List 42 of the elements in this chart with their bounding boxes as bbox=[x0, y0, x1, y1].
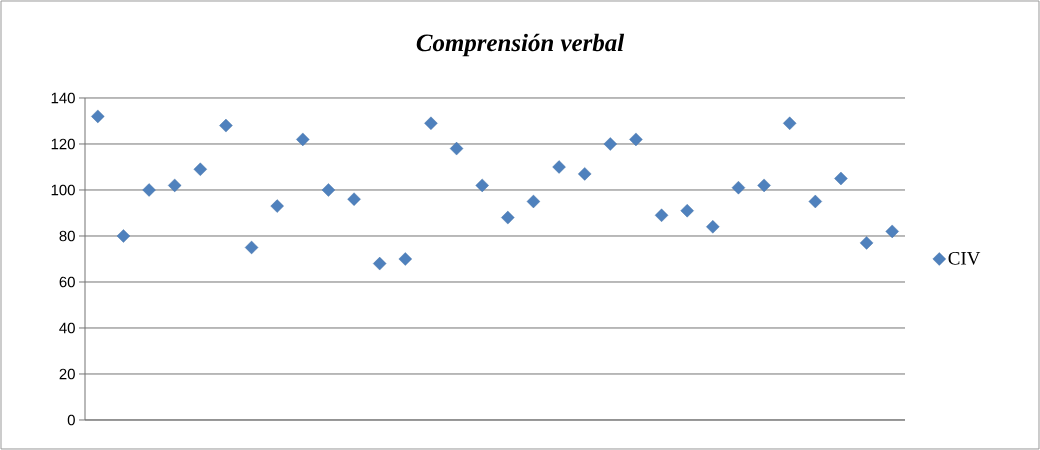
point bbox=[808, 194, 823, 209]
y-tick-label: 80 bbox=[59, 230, 75, 242]
point bbox=[244, 240, 259, 255]
y-tick-label: 0 bbox=[67, 414, 75, 426]
point bbox=[142, 183, 156, 197]
point bbox=[654, 208, 669, 222]
point bbox=[116, 229, 131, 243]
point bbox=[270, 199, 284, 213]
y-tick-label: 120 bbox=[51, 138, 75, 150]
point bbox=[859, 236, 874, 250]
y-tick-label: 60 bbox=[59, 276, 75, 288]
y-tick-label: 100 bbox=[51, 184, 75, 196]
y-tick-label: 20 bbox=[59, 368, 75, 380]
point bbox=[731, 180, 746, 195]
point bbox=[91, 109, 105, 124]
y-tick-label: 40 bbox=[59, 322, 75, 334]
point bbox=[167, 178, 182, 193]
point bbox=[347, 192, 361, 206]
point bbox=[219, 118, 233, 133]
point bbox=[475, 178, 489, 193]
point bbox=[885, 224, 899, 239]
point bbox=[782, 116, 797, 130]
chart-title: Comprensión verbal bbox=[416, 33, 625, 57]
point bbox=[706, 220, 720, 234]
point bbox=[757, 178, 771, 193]
point bbox=[834, 171, 848, 186]
point bbox=[398, 252, 413, 266]
point bbox=[193, 162, 208, 176]
point bbox=[296, 132, 310, 147]
point bbox=[577, 167, 592, 181]
point bbox=[680, 203, 694, 218]
point bbox=[321, 183, 336, 197]
point bbox=[552, 160, 566, 174]
point bbox=[629, 132, 643, 147]
point bbox=[526, 194, 541, 209]
point bbox=[424, 116, 438, 130]
point bbox=[501, 210, 515, 225]
point bbox=[603, 137, 618, 151]
point bbox=[372, 256, 387, 271]
legend-label: CIV bbox=[948, 251, 981, 265]
point bbox=[449, 141, 464, 156]
y-tick-label: 140 bbox=[51, 92, 75, 104]
